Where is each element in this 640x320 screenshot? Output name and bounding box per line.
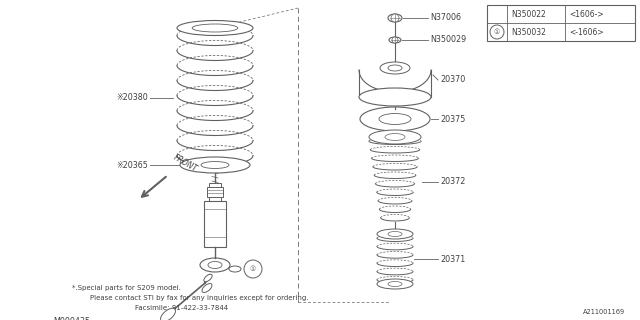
Ellipse shape xyxy=(385,133,405,140)
Text: 20371: 20371 xyxy=(440,254,465,263)
Ellipse shape xyxy=(229,266,241,272)
Ellipse shape xyxy=(377,279,413,289)
Ellipse shape xyxy=(359,88,431,106)
Text: M000435: M000435 xyxy=(53,316,90,320)
Text: N37006: N37006 xyxy=(430,13,461,22)
Text: ①: ① xyxy=(494,29,500,35)
Circle shape xyxy=(392,37,398,43)
Ellipse shape xyxy=(388,65,402,71)
Ellipse shape xyxy=(388,14,402,22)
Text: <-1606>: <-1606> xyxy=(569,28,604,37)
Circle shape xyxy=(391,14,399,22)
Bar xyxy=(204,201,226,247)
Text: N350029: N350029 xyxy=(430,36,467,44)
Text: 20370: 20370 xyxy=(440,76,465,84)
Text: A211001169: A211001169 xyxy=(583,309,625,315)
Text: Facsimile: 81-422-33-7844: Facsimile: 81-422-33-7844 xyxy=(135,305,228,311)
Ellipse shape xyxy=(377,229,413,239)
Circle shape xyxy=(244,260,262,278)
Text: FRONT: FRONT xyxy=(172,153,199,174)
Ellipse shape xyxy=(204,274,212,282)
Ellipse shape xyxy=(388,231,402,236)
Text: 20375: 20375 xyxy=(440,115,465,124)
Ellipse shape xyxy=(380,62,410,74)
Ellipse shape xyxy=(200,258,230,272)
Text: N350032: N350032 xyxy=(511,28,546,37)
Ellipse shape xyxy=(177,20,253,36)
Text: Please contact STI by fax for any inquiries except for ordering.: Please contact STI by fax for any inquir… xyxy=(90,295,308,301)
Bar xyxy=(209,183,221,201)
Ellipse shape xyxy=(369,130,421,144)
Bar xyxy=(207,187,223,197)
Text: 20372: 20372 xyxy=(440,178,465,187)
Text: ※20365: ※20365 xyxy=(116,161,148,170)
Text: ※20380: ※20380 xyxy=(116,93,148,102)
Text: ①: ① xyxy=(250,266,256,272)
Ellipse shape xyxy=(388,282,402,286)
Ellipse shape xyxy=(202,284,212,292)
Text: *.Special parts for S209 model.: *.Special parts for S209 model. xyxy=(72,285,181,291)
Ellipse shape xyxy=(192,24,238,32)
Bar xyxy=(487,5,635,41)
Text: N350022: N350022 xyxy=(511,10,546,19)
Ellipse shape xyxy=(161,308,175,320)
Ellipse shape xyxy=(208,261,222,268)
Ellipse shape xyxy=(180,157,250,173)
Ellipse shape xyxy=(201,162,229,169)
Circle shape xyxy=(490,25,504,39)
Ellipse shape xyxy=(389,37,401,43)
Text: <1606->: <1606-> xyxy=(569,10,604,19)
Ellipse shape xyxy=(379,114,411,124)
Ellipse shape xyxy=(360,107,430,131)
